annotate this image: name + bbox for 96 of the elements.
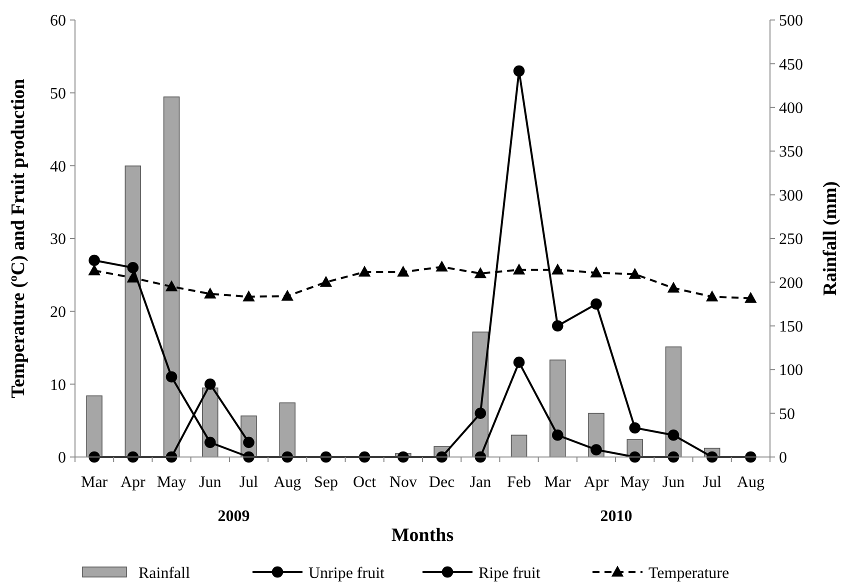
point <box>668 282 680 293</box>
x-axis-title: Months <box>391 525 454 546</box>
point <box>243 291 254 302</box>
point <box>668 430 680 441</box>
point <box>88 254 100 266</box>
x-tick-label: Mar <box>544 474 572 491</box>
x-tick-label: May <box>156 474 186 491</box>
point <box>204 378 216 390</box>
y2-tick-label: 500 <box>779 12 803 30</box>
point <box>398 451 409 463</box>
point <box>629 268 641 279</box>
x-tick-label: Jun <box>199 474 222 491</box>
y-tick-label: 30 <box>50 231 66 248</box>
x-tick-label: Jun <box>662 474 685 491</box>
y-tick-label: 0 <box>58 450 66 467</box>
legend-label: Unripe fruit <box>308 565 386 582</box>
y2-tick-label: 300 <box>779 187 803 204</box>
y2-tick-label: 150 <box>779 318 803 336</box>
y2-tick-label: 200 <box>779 274 803 292</box>
legend-label: Ripe fruit <box>478 565 541 582</box>
x-tick-label: Apr <box>120 474 146 491</box>
point <box>590 267 602 278</box>
y-tick-label: 40 <box>50 158 66 176</box>
x-tick-label: Aug <box>274 474 302 491</box>
point <box>88 264 100 276</box>
point <box>127 262 139 274</box>
x-tick-label: May <box>620 474 650 491</box>
point <box>358 266 370 277</box>
y-tick-label: 20 <box>50 304 66 321</box>
y-tick-label: 10 <box>50 376 66 394</box>
point <box>320 276 332 287</box>
bar <box>279 402 296 458</box>
bar <box>510 434 528 458</box>
point <box>745 451 756 463</box>
point <box>706 291 718 302</box>
bar <box>86 395 102 458</box>
point <box>590 444 602 456</box>
y2-tick-label: 0 <box>779 450 787 467</box>
point <box>127 451 139 463</box>
bar <box>124 166 142 458</box>
x-tick-label: Oct <box>353 474 377 491</box>
point <box>552 430 564 441</box>
x-tick-label: Nov <box>389 474 417 491</box>
point <box>474 451 486 463</box>
point <box>282 290 294 301</box>
point <box>629 451 641 463</box>
x-tick-label: Mar <box>80 474 108 491</box>
point <box>358 451 370 463</box>
bar <box>163 96 180 458</box>
y2-tick-label: 50 <box>779 406 795 423</box>
y-axis-title: Temperature (ºC) and Fruit production <box>8 78 29 398</box>
x-tick-label: Jul <box>239 474 259 491</box>
y-tick-label: 50 <box>50 85 66 102</box>
y2-tick-label: 450 <box>779 56 803 74</box>
y2-tick-label: 100 <box>779 362 803 380</box>
point <box>436 451 448 463</box>
point <box>127 272 139 282</box>
point <box>204 436 216 448</box>
x-tick-label: Aug <box>736 474 764 491</box>
x-tick-label: Jan <box>470 474 492 491</box>
text: 2010 <box>600 508 632 525</box>
point <box>436 261 448 272</box>
point <box>513 356 525 368</box>
text: 2009 <box>218 508 250 525</box>
y2-axis-title: Rainfall (mm) <box>820 181 841 296</box>
y2-tick-label: 250 <box>779 231 803 248</box>
bar <box>550 360 566 458</box>
point <box>552 264 564 274</box>
point <box>745 292 756 303</box>
legend-label: Rainfall <box>138 565 191 582</box>
point <box>88 451 100 463</box>
point <box>243 451 254 463</box>
point <box>398 266 409 277</box>
point <box>629 422 641 434</box>
point <box>513 65 525 77</box>
y2-tick-label: 350 <box>779 144 803 161</box>
legend-label: Temperature <box>648 565 730 582</box>
x-tick-label: Jul <box>702 474 722 491</box>
x-tick-label: Apr <box>584 474 610 491</box>
point <box>590 298 602 310</box>
x-tick-label: Dec <box>428 474 455 491</box>
point <box>474 268 486 278</box>
point <box>204 288 216 299</box>
bar <box>665 346 682 458</box>
point <box>243 436 254 448</box>
point <box>282 451 294 463</box>
x-tick-label: Feb <box>507 474 532 491</box>
point <box>706 451 718 463</box>
point <box>513 264 525 274</box>
y2-tick-label: 400 <box>779 100 803 117</box>
y-tick-label: 60 <box>50 12 66 30</box>
point <box>166 371 178 383</box>
point <box>474 408 486 419</box>
point <box>166 280 178 292</box>
point <box>552 320 564 332</box>
x-tick-label: Sep <box>314 474 338 491</box>
